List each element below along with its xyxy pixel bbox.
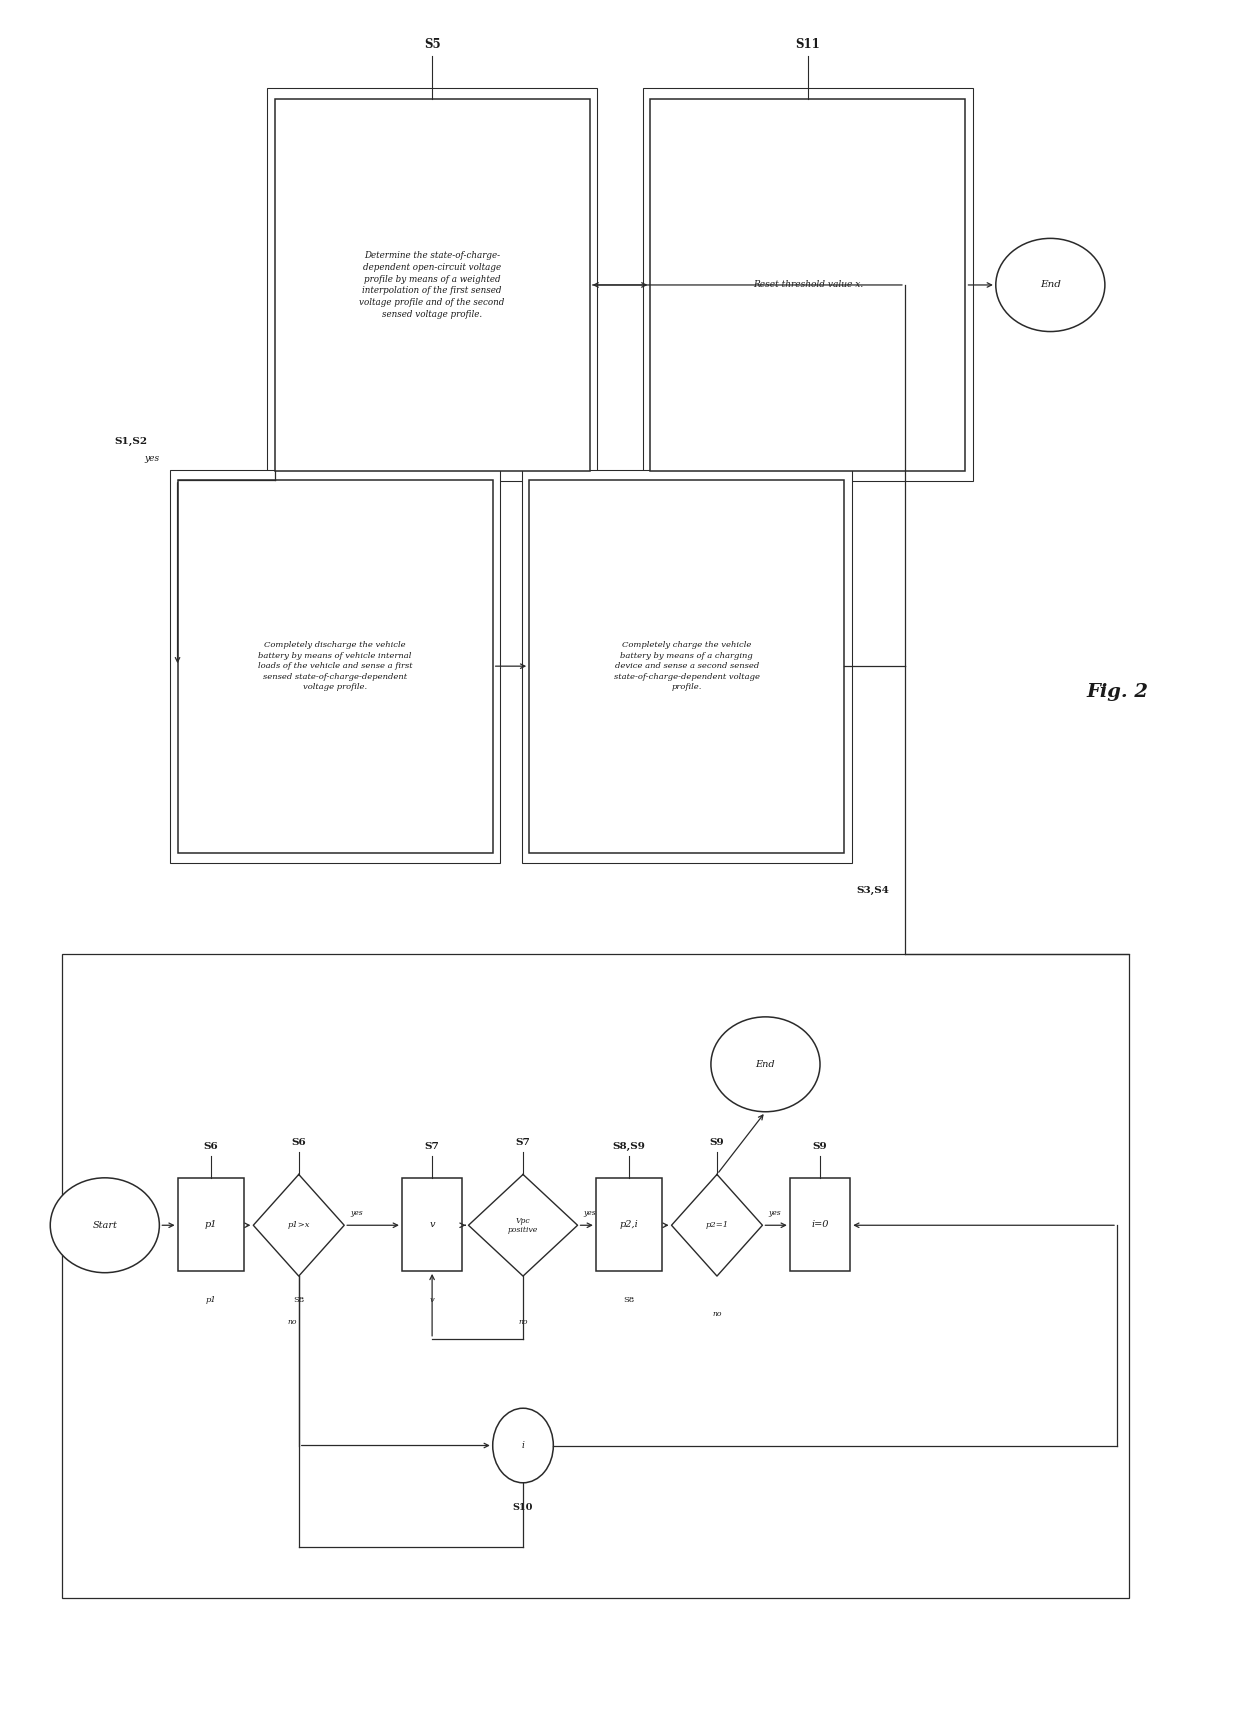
Text: S6: S6	[291, 1138, 306, 1147]
Text: yes: yes	[769, 1209, 781, 1217]
Polygon shape	[253, 1174, 345, 1276]
Text: End: End	[755, 1059, 775, 1069]
Text: p1: p1	[205, 1219, 217, 1230]
Text: yes: yes	[584, 1209, 596, 1217]
Text: v: v	[430, 1297, 434, 1305]
FancyBboxPatch shape	[529, 480, 844, 852]
FancyBboxPatch shape	[62, 954, 1130, 1598]
Text: p1: p1	[206, 1297, 216, 1305]
FancyBboxPatch shape	[402, 1178, 463, 1271]
Text: S7: S7	[425, 1142, 439, 1150]
Text: Vpc
positive: Vpc positive	[508, 1217, 538, 1235]
Text: i: i	[522, 1441, 525, 1450]
Text: p1>x: p1>x	[288, 1221, 310, 1230]
Text: Determine the state-of-charge-
dependent open-circuit voltage
profile by means o: Determine the state-of-charge- dependent…	[360, 251, 505, 319]
Text: S3,S4: S3,S4	[857, 887, 889, 895]
Text: End: End	[1040, 281, 1060, 289]
Ellipse shape	[51, 1178, 160, 1273]
Text: S9: S9	[709, 1138, 724, 1147]
Ellipse shape	[711, 1018, 820, 1112]
FancyBboxPatch shape	[170, 470, 500, 863]
Polygon shape	[672, 1174, 763, 1276]
Text: S5: S5	[424, 38, 440, 52]
Text: S11: S11	[796, 38, 821, 52]
Ellipse shape	[996, 238, 1105, 332]
Text: p2=1: p2=1	[706, 1221, 729, 1230]
Text: no: no	[518, 1319, 528, 1326]
Text: p2,i: p2,i	[620, 1219, 639, 1230]
Text: i=0: i=0	[811, 1219, 828, 1230]
Text: yes: yes	[144, 455, 160, 463]
Text: S6: S6	[203, 1142, 218, 1150]
Text: Fig. 2: Fig. 2	[1086, 682, 1148, 701]
Text: Start: Start	[92, 1221, 118, 1230]
FancyBboxPatch shape	[268, 88, 596, 482]
Text: v: v	[429, 1219, 435, 1230]
Text: Reset threshold value x.: Reset threshold value x.	[753, 281, 863, 289]
FancyBboxPatch shape	[522, 470, 852, 863]
FancyBboxPatch shape	[650, 98, 966, 472]
FancyBboxPatch shape	[790, 1178, 851, 1271]
Text: S7: S7	[516, 1138, 531, 1147]
FancyBboxPatch shape	[595, 1178, 662, 1271]
FancyBboxPatch shape	[177, 1178, 244, 1271]
Ellipse shape	[492, 1409, 553, 1483]
Text: S8: S8	[624, 1297, 635, 1305]
Text: Completely charge the vehicle
battery by means of a charging
device and sense a : Completely charge the vehicle battery by…	[614, 641, 760, 691]
Text: S9: S9	[812, 1142, 827, 1150]
Text: S1,S2: S1,S2	[114, 437, 148, 446]
Text: yes: yes	[350, 1209, 363, 1217]
Polygon shape	[469, 1174, 578, 1276]
Text: no: no	[712, 1310, 722, 1317]
Text: no: no	[288, 1319, 298, 1326]
Text: Completely discharge the vehicle
battery by means of vehicle internal
loads of t: Completely discharge the vehicle battery…	[258, 641, 413, 691]
Text: S8: S8	[293, 1297, 304, 1305]
FancyBboxPatch shape	[274, 98, 590, 472]
Text: S8,S9: S8,S9	[613, 1142, 646, 1150]
Text: S10: S10	[513, 1503, 533, 1512]
FancyBboxPatch shape	[177, 480, 492, 852]
FancyBboxPatch shape	[644, 88, 972, 482]
